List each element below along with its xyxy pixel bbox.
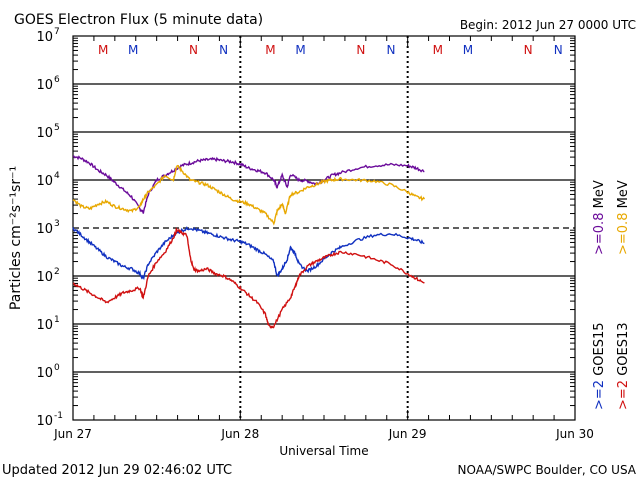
updated-label: Updated 2012 Jun 29 02:46:02 UTC	[2, 463, 232, 478]
mn-marker: M	[98, 43, 108, 57]
y-tick-exponent: 0	[54, 363, 60, 373]
legend-part: MeV	[616, 180, 631, 212]
y-tick-label: 10	[36, 222, 53, 237]
legend-part: >=2	[616, 380, 631, 410]
begin-label: Begin: 2012 Jun 27 0000 UTC	[460, 18, 636, 32]
x-tick-label: Jun 29	[388, 427, 427, 441]
legend-part: >=0.8	[616, 213, 631, 255]
y-axis-label: Particles cm⁻²s⁻¹sr⁻¹	[8, 166, 24, 310]
mn-marker: N	[386, 43, 395, 57]
y-tick-label: 10	[36, 30, 53, 45]
series-line	[72, 155, 425, 214]
y-tick-label: 10	[36, 126, 53, 141]
series-line	[72, 164, 426, 226]
legend-part: MeV	[592, 180, 607, 212]
x-tick-label: Jun 27	[53, 427, 92, 441]
y-tick-label: 10	[36, 174, 53, 189]
y-tick-exponent: 5	[54, 123, 60, 133]
mn-marker: M	[128, 43, 138, 57]
legend-part: GOES13	[616, 322, 631, 379]
y-tick-label: 10	[36, 414, 53, 429]
mn-marker: M	[265, 43, 275, 57]
series-line	[72, 226, 425, 281]
y-tick-exponent: 6	[54, 75, 60, 85]
y-tick-exponent: 2	[54, 267, 60, 277]
y-tick-exponent: 7	[54, 27, 60, 37]
y-tick-exponent: 3	[54, 219, 60, 229]
source-label: NOAA/SWPC Boulder, CO USA	[458, 463, 637, 477]
mn-marker: N	[356, 43, 365, 57]
legend-goes13-0.8: >=0.8 MeV	[616, 180, 631, 255]
legend-part: >=2	[592, 380, 607, 410]
y-tick-label: 10	[36, 78, 53, 93]
y-tick-label: 10	[36, 270, 53, 285]
mn-marker: M	[295, 43, 305, 57]
y-tick-exponent: 4	[54, 171, 60, 181]
x-tick-label: Jun 30	[555, 427, 594, 441]
mn-marker: N	[524, 43, 533, 57]
x-axis-label: Universal Time	[279, 444, 368, 458]
legend-part: GOES15	[592, 322, 607, 379]
y-tick-exponent: -1	[54, 411, 63, 421]
legend-goes15-0.8: >=0.8 MeV	[592, 180, 607, 255]
chart-title: GOES Electron Flux (5 minute data)	[14, 12, 263, 28]
y-tick-label: 10	[36, 318, 53, 333]
mn-marker: N	[219, 43, 228, 57]
mn-marker: M	[433, 43, 443, 57]
mn-marker: N	[189, 43, 198, 57]
y-tick-exponent: 1	[54, 315, 60, 325]
mn-marker: N	[554, 43, 563, 57]
series-line	[72, 226, 425, 329]
mn-marker: M	[463, 43, 473, 57]
y-tick-label: 10	[36, 366, 53, 381]
legend-goes15-2: >=2 GOES15	[592, 322, 607, 410]
legend-goes13-2: >=2 GOES13	[616, 322, 631, 410]
x-tick-label: Jun 28	[220, 427, 259, 441]
legend-part: >=0.8	[592, 213, 607, 255]
